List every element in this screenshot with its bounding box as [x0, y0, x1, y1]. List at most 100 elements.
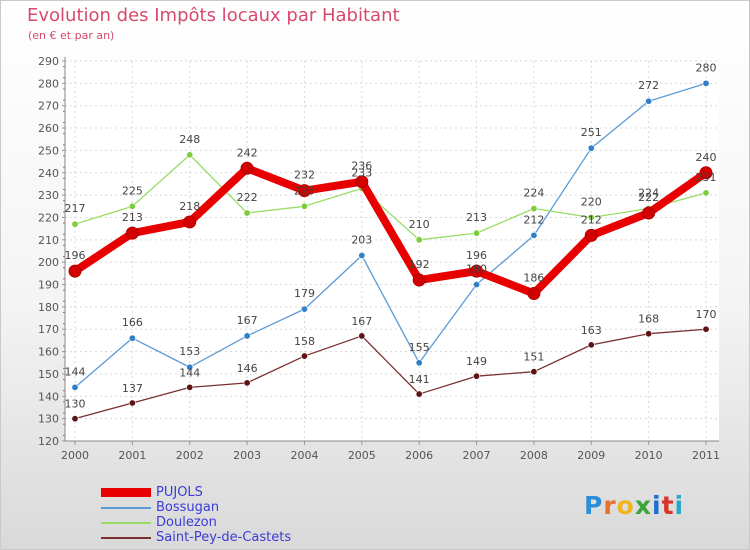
data-label-doulezon: 222	[237, 191, 258, 204]
data-label-doulezon: 233	[351, 166, 372, 179]
data-label-bossugan: 251	[581, 126, 602, 139]
data-label-bossugan: 167	[237, 314, 258, 327]
data-point-bossugan	[301, 306, 307, 312]
y-tick-label: 230	[38, 189, 59, 202]
data-label-bossugan: 155	[409, 341, 430, 354]
data-point-doulezon	[703, 190, 709, 196]
data-point-bossugan	[645, 98, 651, 104]
legend-label-bossugan: Bossugan	[156, 500, 219, 515]
data-label-bossugan: 144	[65, 365, 86, 378]
data-label-pujols: 242	[237, 146, 258, 159]
y-tick-label: 210	[38, 234, 59, 247]
y-tick-label: 190	[38, 279, 59, 292]
data-point-bossugan	[588, 145, 594, 151]
y-tick-label: 120	[38, 435, 59, 448]
data-point-doulezon	[244, 210, 250, 216]
data-label-doulezon: 225	[294, 184, 315, 197]
data-label-saint-pey-de-castets: 170	[696, 308, 717, 321]
data-point-pujols	[241, 162, 253, 174]
y-tick-label: 270	[38, 100, 59, 113]
y-tick-label: 220	[38, 211, 59, 224]
proxiti-logo: Proxiti	[584, 491, 684, 520]
data-point-saint-pey-de-castets	[531, 369, 537, 375]
data-point-saint-pey-de-castets	[416, 391, 422, 397]
data-point-doulezon	[473, 230, 479, 236]
y-tick-label: 200	[38, 256, 59, 269]
data-point-bossugan	[72, 384, 78, 390]
data-point-doulezon	[129, 203, 135, 209]
data-label-saint-pey-de-castets: 130	[65, 398, 86, 411]
data-label-pujols: 186	[523, 271, 544, 284]
data-point-pujols	[126, 227, 138, 239]
data-point-bossugan	[416, 360, 422, 366]
data-label-bossugan: 153	[179, 345, 200, 358]
x-tick-label: 2001	[118, 449, 146, 462]
data-label-doulezon: 220	[581, 195, 602, 208]
data-label-doulezon: 224	[638, 187, 659, 200]
x-tick-label: 2008	[520, 449, 548, 462]
data-label-pujols: 213	[122, 211, 143, 224]
logo-letter: x	[635, 491, 652, 520]
data-point-saint-pey-de-castets	[703, 326, 709, 332]
data-label-bossugan: 190	[466, 263, 487, 276]
data-point-bossugan	[531, 232, 537, 238]
data-label-saint-pey-de-castets: 168	[638, 313, 659, 326]
plot-area	[65, 61, 719, 441]
y-tick-label: 140	[38, 390, 59, 403]
logo-letter: r	[603, 491, 616, 520]
data-point-bossugan	[703, 80, 709, 86]
logo-letter: i	[652, 491, 662, 520]
x-tick-label: 2006	[405, 449, 433, 462]
data-point-saint-pey-de-castets	[244, 380, 250, 386]
data-label-doulezon: 213	[466, 211, 487, 224]
logo-letter: o	[617, 491, 635, 520]
data-point-bossugan	[473, 281, 479, 287]
data-label-bossugan: 166	[122, 316, 143, 329]
data-point-saint-pey-de-castets	[645, 331, 651, 337]
data-label-pujols: 240	[696, 151, 717, 164]
data-label-doulezon: 224	[523, 187, 544, 200]
data-label-doulezon: 210	[409, 218, 430, 231]
data-label-saint-pey-de-castets: 146	[237, 362, 258, 375]
data-point-doulezon	[187, 152, 193, 158]
data-point-saint-pey-de-castets	[588, 342, 594, 348]
data-label-bossugan: 203	[351, 233, 372, 246]
data-label-pujols: 192	[409, 258, 430, 271]
x-tick-label: 2005	[348, 449, 376, 462]
line-chart: 1201301401501601701801902002102202302402…	[1, 1, 749, 549]
legend-swatch-bossugan	[101, 507, 151, 509]
y-tick-label: 170	[38, 323, 59, 336]
legend-swatch-saint-pey-de-castets	[101, 537, 151, 539]
data-point-doulezon	[531, 205, 537, 211]
data-label-doulezon: 217	[65, 202, 86, 215]
data-point-saint-pey-de-castets	[129, 400, 135, 406]
x-tick-label: 2000	[61, 449, 89, 462]
data-point-bossugan	[359, 252, 365, 258]
data-point-doulezon	[72, 221, 78, 227]
legend-swatch-pujols	[101, 488, 151, 497]
x-tick-label: 2009	[577, 449, 605, 462]
data-point-pujols	[528, 287, 540, 299]
y-tick-label: 260	[38, 122, 59, 135]
data-label-saint-pey-de-castets: 141	[409, 373, 430, 386]
data-label-saint-pey-de-castets: 163	[581, 324, 602, 337]
y-tick-label: 250	[38, 144, 59, 157]
data-point-saint-pey-de-castets	[359, 333, 365, 339]
data-label-doulezon: 225	[122, 184, 143, 197]
data-point-pujols	[413, 274, 425, 286]
data-label-saint-pey-de-castets: 144	[179, 366, 200, 379]
data-point-pujols	[585, 229, 597, 241]
data-point-pujols	[69, 265, 81, 277]
data-point-saint-pey-de-castets	[72, 415, 78, 421]
chart-frame: Evolution des Impôts locaux par Habitant…	[0, 0, 750, 550]
data-point-saint-pey-de-castets	[301, 353, 307, 359]
x-tick-label: 2011	[692, 449, 720, 462]
logo-letter: i	[675, 491, 685, 520]
x-tick-label: 2003	[233, 449, 261, 462]
data-label-pujols: 232	[294, 169, 315, 182]
data-label-bossugan: 280	[696, 61, 717, 74]
data-point-saint-pey-de-castets	[187, 384, 193, 390]
data-label-bossugan: 179	[294, 287, 315, 300]
data-label-doulezon: 248	[179, 133, 200, 146]
y-tick-label: 150	[38, 368, 59, 381]
